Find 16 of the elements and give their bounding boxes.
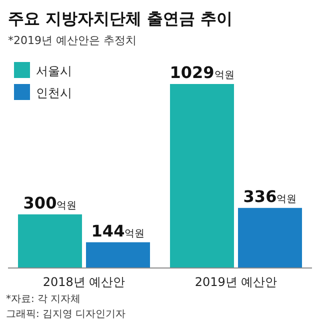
data-label: 1029억원 — [170, 63, 234, 82]
text: *자료: 각 지자체 — [6, 294, 81, 305]
x-tick-label: 2019년 예산안 — [194, 275, 278, 289]
bar — [170, 84, 234, 268]
data-label: 300억원 — [23, 193, 77, 212]
chart-subtitle: *2019년 예산안은 추정치 — [8, 34, 136, 47]
legend-label: 서울시 — [36, 64, 72, 78]
data-label: 336억원 — [243, 186, 297, 206]
text: 그래픽: 김지영 디자인기자 — [6, 309, 126, 320]
bar — [86, 242, 150, 268]
data-label: 144억원 — [91, 221, 145, 240]
chart-title: 주요 지방자치단체 출연금 추이 — [8, 9, 233, 28]
bar — [18, 214, 82, 268]
bar — [238, 208, 302, 268]
legend-label: 인천시 — [36, 86, 72, 100]
x-tick-label: 2018년 예산안 — [42, 275, 126, 289]
